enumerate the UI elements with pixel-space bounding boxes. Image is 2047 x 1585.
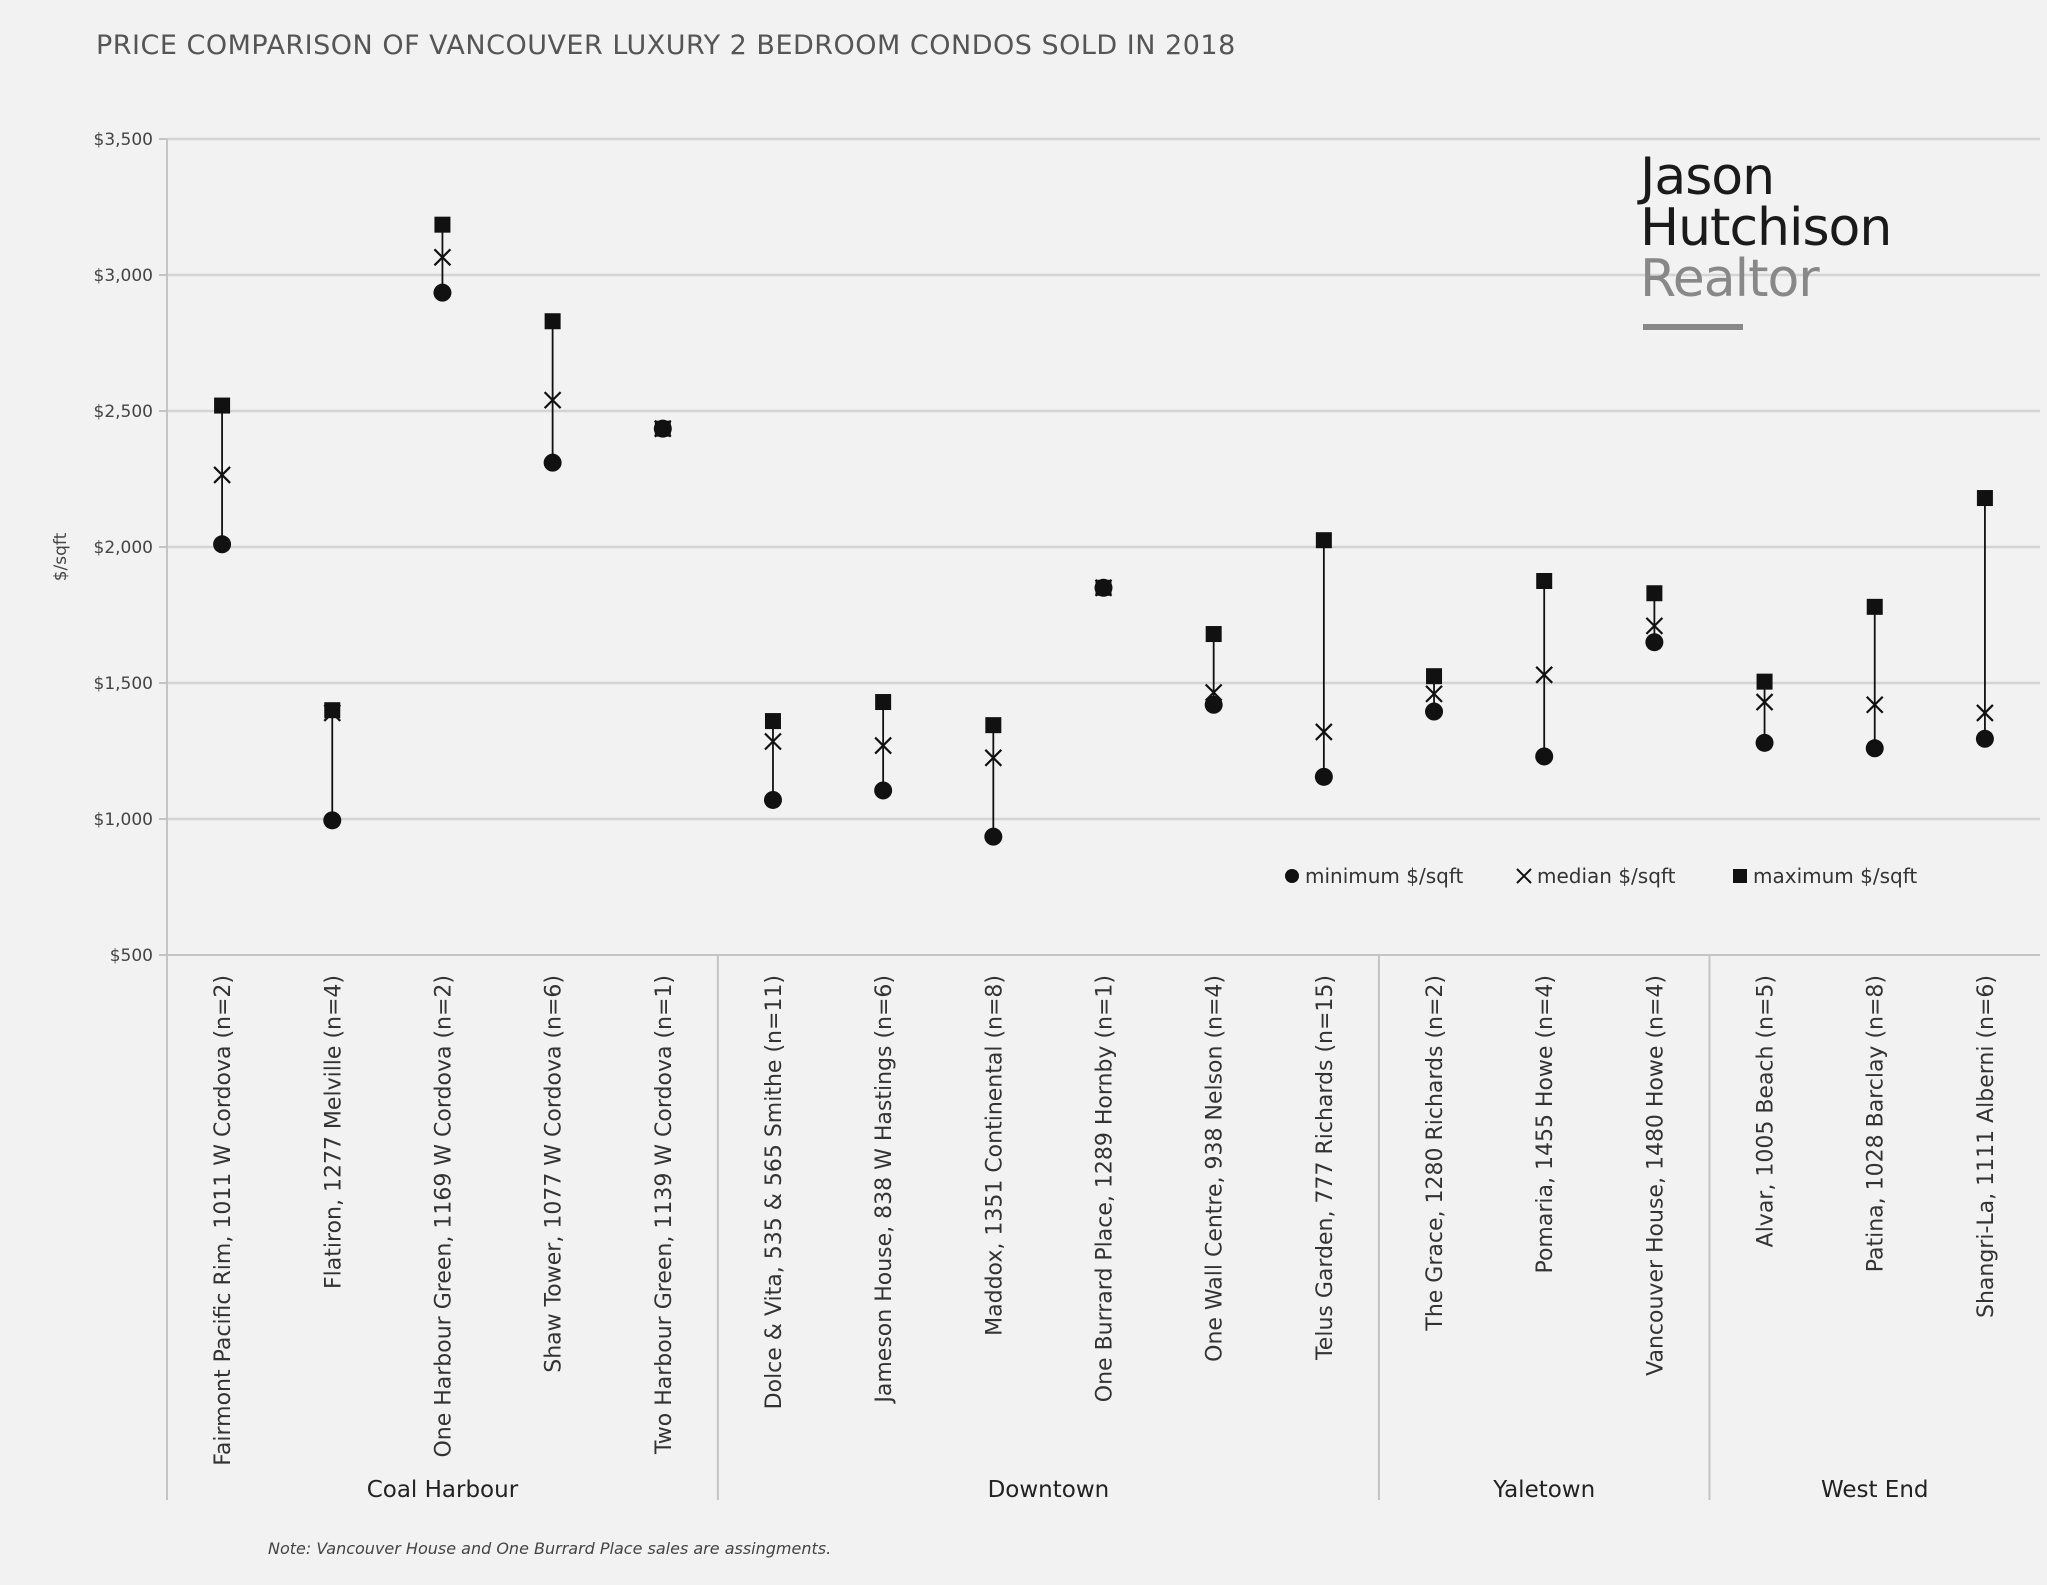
min-point (323, 811, 342, 830)
group-label: Coal Harbour (367, 1477, 519, 1503)
min-point (1645, 633, 1664, 652)
legend-marker-median (1516, 868, 1532, 884)
max-point (544, 313, 561, 330)
median-point (1976, 704, 1994, 722)
max-point (1095, 579, 1112, 596)
legend-label: median $/sqft (1537, 864, 1676, 888)
category-label: Telus Garden, 777 Richards (n=15) (1313, 975, 1338, 1361)
range-lines (221, 224, 1986, 837)
category-label: Dolce & Vita, 535 & 565 Smithe (n=11) (762, 975, 787, 1409)
max-point (875, 694, 892, 711)
min-point (763, 790, 782, 809)
y-tick-label: $1,000 (94, 810, 153, 830)
min-point (874, 781, 893, 800)
y-tick-label: $2,000 (94, 538, 153, 558)
median-point (764, 732, 782, 751)
group-label: West End (1821, 1477, 1929, 1503)
y-axis-tick-labels: $500 $1,000 $1,500 $2,000 $2,500 $3,000 $3,500 (94, 130, 153, 966)
median-point (543, 391, 562, 409)
min-point (1204, 695, 1223, 714)
max-point (434, 216, 451, 233)
max-point (1426, 668, 1443, 685)
median-point (213, 466, 231, 484)
legend-label: maximum $/sqft (1753, 864, 1917, 888)
chart-title: PRICE COMPARISON OF VANCOUVER LUXURY 2 B… (96, 30, 1236, 61)
min-point (1314, 767, 1333, 786)
max-point (1205, 626, 1222, 643)
category-label: One Wall Centre, 938 Nelson (n=4) (1203, 975, 1228, 1362)
min-point (213, 535, 232, 554)
category-label: One Burrard Place, 1289 Hornby (n=1) (1093, 975, 1118, 1402)
category-label: Shaw Tower, 1077 W Cordova (n=6) (542, 975, 567, 1373)
min-point (1425, 702, 1444, 721)
y-tick-label: $500 (110, 946, 153, 966)
category-label: Jameson House, 838 W Hastings (n=6) (872, 975, 897, 1405)
category-label: Vancouver House, 1480 Howe (n=4) (1643, 975, 1668, 1376)
x-axis-group-labels: Coal Harbour Downtown Yaletown West End (367, 1477, 1929, 1503)
median-point (1865, 695, 1884, 714)
max-point (1315, 532, 1332, 549)
max-point (1976, 490, 1993, 507)
min-point (433, 283, 452, 302)
group-label: Yaletown (1492, 1477, 1595, 1503)
min-point (543, 453, 562, 472)
category-label: Alvar, 1005 Beach (n=5) (1754, 975, 1779, 1247)
category-label: Two Harbour Green, 1139 W Cordova (n=1) (652, 975, 677, 1455)
category-label: Pomaria, 1455 Howe (n=4) (1533, 975, 1558, 1274)
median-point (433, 248, 452, 267)
min-point (1755, 733, 1774, 752)
median-point (1535, 666, 1553, 684)
median-point (1755, 693, 1774, 711)
logo-line-1: Jason (1637, 147, 1774, 207)
min-point (1865, 739, 1884, 758)
max-point (985, 717, 1002, 734)
legend-label: minimum $/sqft (1305, 864, 1464, 888)
max-point (1536, 573, 1553, 589)
category-label: Patina, 1028 Barclay (n=8) (1864, 975, 1889, 1272)
footnote: Note: Vancouver House and One Burrard Pl… (268, 1539, 831, 1558)
logo-line-3: Realtor (1640, 249, 1820, 309)
legend-marker-min (1285, 869, 1299, 883)
min-point (1535, 747, 1554, 766)
category-label: Shangri-La, 1111 Alberni (n=6) (1974, 975, 1999, 1318)
median-point (1315, 723, 1333, 741)
legend: minimum $/sqft median $/sqft maximum $/sqf… (1285, 864, 1917, 888)
axes (159, 138, 2040, 1500)
max-point (1756, 673, 1773, 690)
max-point (214, 397, 231, 414)
min-point (984, 827, 1003, 846)
median-point (1425, 685, 1443, 703)
category-label: Maddox, 1351 Continental (n=8) (982, 975, 1007, 1336)
y-tick-label: $3,500 (94, 130, 153, 150)
max-point (1866, 598, 1883, 615)
category-label: Flatiron, 1277 Melville (n=4) (321, 975, 346, 1289)
legend-marker-max (1733, 869, 1747, 883)
median-point (1645, 617, 1664, 635)
y-tick-label: $1,500 (94, 674, 153, 694)
grid-lines (167, 137, 2040, 821)
category-label: One Harbour Green, 1169 W Cordova (n=2) (431, 975, 456, 1458)
y-tick-label: $2,500 (94, 402, 153, 422)
logo-line-2: Hutchison (1640, 198, 1891, 258)
x-axis-category-labels: Fairmont Pacific Rim, 1011 W Cordova (n=… (211, 975, 1999, 1466)
y-axis-label: $/sqft (51, 532, 71, 581)
category-label: The Grace, 1280 Richards (n=2) (1423, 975, 1448, 1332)
min-point (1975, 729, 1994, 748)
max-point (1646, 585, 1663, 602)
max-point (654, 420, 671, 437)
group-label: Downtown (988, 1477, 1110, 1503)
max-point (324, 702, 341, 719)
data-markers (213, 216, 1994, 846)
max-point (764, 713, 781, 730)
category-label: Fairmont Pacific Rim, 1011 W Cordova (n=… (211, 975, 236, 1466)
y-tick-label: $3,000 (94, 266, 153, 286)
median-point (1204, 683, 1223, 702)
logo-underline (1643, 324, 1743, 330)
logo: Jason Hutchison Realtor (1637, 147, 1892, 330)
median-point (874, 736, 892, 755)
median-point (984, 749, 1003, 767)
